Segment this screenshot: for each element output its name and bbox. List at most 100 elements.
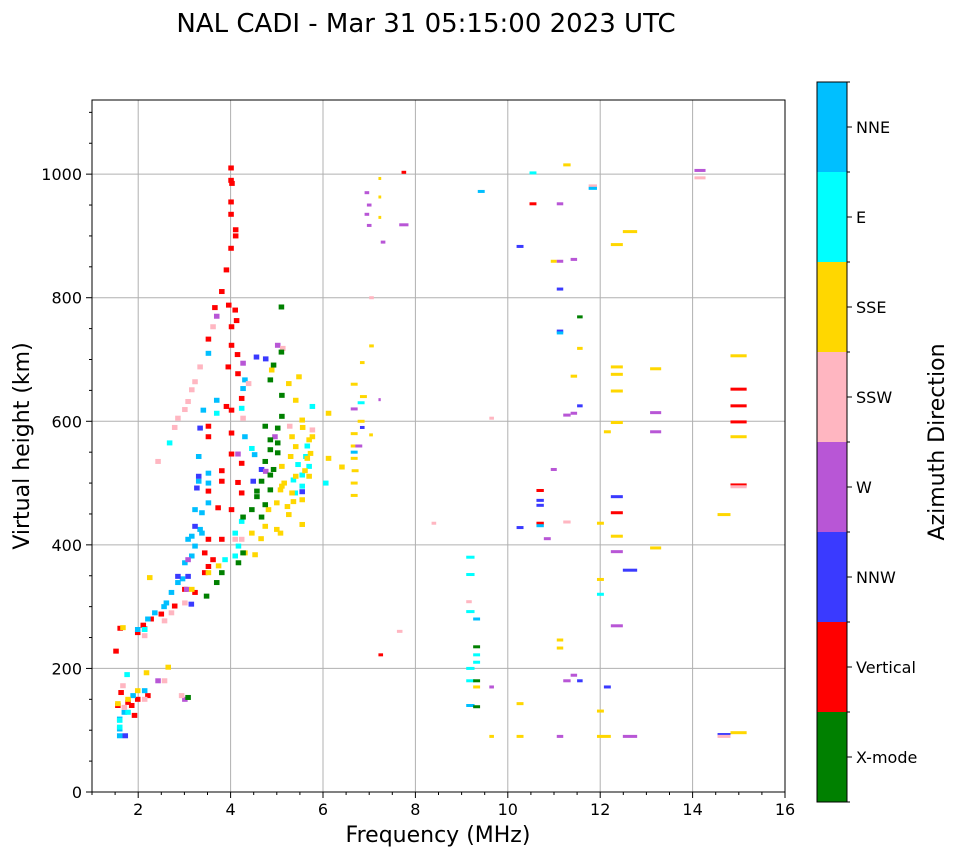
data-point-nnw [299,489,305,495]
data-point-ssw [178,693,185,699]
colorbar-tick-label: X-mode [856,748,917,767]
data-point-e [232,530,238,536]
data-point-ssw [369,296,374,300]
data-point-sse [302,468,308,474]
data-point-vertical [233,318,240,324]
data-point-ssw [161,678,168,684]
data-point-vertical [225,364,232,370]
data-point-vertical [232,307,238,313]
data-point-ssw [121,704,128,710]
data-point-vertical [171,603,178,609]
colorbar-tick-label: W [856,478,872,497]
data-point-sse [350,382,358,386]
data-point-w [550,467,557,471]
data-point-ssw [286,423,293,429]
data-point-sse [299,424,306,430]
data-point-sse [205,570,212,576]
data-point-w [380,240,386,244]
data-point-nne [152,610,158,616]
x-axis-label: Frequency (MHz) [346,823,531,848]
data-point-sse [730,354,747,358]
data-point-vertical [730,420,747,424]
data-point-x-mode [279,413,285,419]
data-point-sse [350,444,358,448]
data-point-vertical [536,521,544,525]
data-point-nnw [577,404,583,408]
data-point-ssw [185,399,191,405]
data-point-ssw [141,633,148,639]
colorbar-tick-label: SSE [856,298,886,317]
data-point-x-mode [473,679,481,683]
data-point-w [366,203,372,207]
data-point-vertical [234,352,241,358]
data-point-sse [717,513,731,517]
data-point-nne [213,397,220,403]
data-point-x-mode [262,423,269,429]
data-point-sse [289,434,295,440]
data-point-w [262,468,269,474]
data-point-nnw [262,356,269,362]
data-point-ssw [240,415,246,421]
data-point-x-mode [267,472,274,478]
data-point-vertical [212,305,218,311]
data-point-nne [199,530,205,536]
data-point-nne [192,543,198,549]
data-point-sse [134,688,141,694]
data-point-nne [179,576,186,582]
data-point-ssw [694,176,706,180]
y-axis-label: Virtual height (km) [10,342,35,549]
data-point-nnw [194,485,200,491]
data-point-x-mode [278,349,285,355]
data-point-sse [556,646,564,650]
data-point-x-mode [267,437,274,443]
data-point-sse [277,530,284,536]
data-point-sse [279,463,285,469]
data-point-vertical [225,302,232,308]
data-point-vertical [229,180,235,186]
data-point-sse [146,575,153,581]
data-point-sse [357,419,365,423]
data-point-sse [265,507,272,513]
data-point-w [489,685,494,689]
data-point-sse [603,430,611,434]
data-point-vertical [118,690,124,696]
data-point-vertical [219,478,225,484]
data-point-w [355,444,363,448]
data-point-vertical [378,653,384,657]
data-point-vertical [201,570,208,576]
data-point-sse [125,696,131,702]
data-point-sse [309,434,316,440]
data-point-sse [369,433,373,437]
colorbar-swatch-nnw [817,532,847,622]
data-point-nne [251,452,258,458]
data-point-vertical [228,451,235,457]
y-tick-label: 0 [72,783,82,802]
x-tick-label: 8 [410,800,420,819]
data-point-nnw [195,473,202,479]
data-point-vertical [235,479,241,485]
data-point-sse [350,456,358,460]
data-point-nne [242,434,248,440]
data-point-sse [286,381,292,387]
data-point-nne [466,704,475,707]
x-tick-label: 4 [226,800,236,819]
data-point-x-mode [258,514,265,520]
data-point-ssw [192,379,198,385]
data-point-vertical [223,267,230,273]
data-point-vertical [131,712,138,718]
data-point-nnw [197,425,203,431]
data-point-x-mode [267,377,274,383]
data-point-sse [622,230,638,234]
data-point-sse [284,504,291,510]
data-point-x-mode [473,645,481,649]
data-point-nnw [192,523,198,529]
data-point-e [596,592,604,596]
data-point-e [473,660,481,664]
data-point-vertical [223,403,230,409]
data-point-vertical [205,536,212,542]
colorbar-tick-label: E [856,208,866,227]
data-point-w [378,398,381,402]
data-point-sse [165,664,172,670]
data-point-x-mode [279,392,285,398]
data-point-nne [182,560,188,566]
